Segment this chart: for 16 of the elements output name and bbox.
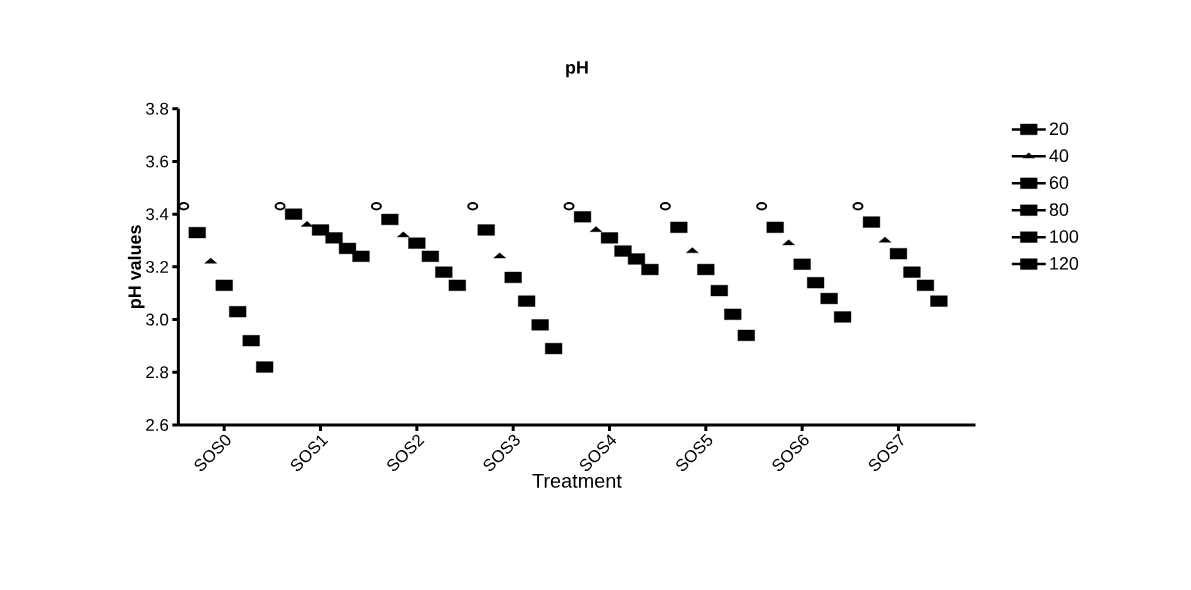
x-axis-title: Treatment <box>532 474 622 488</box>
y-tick-label: 3.2 <box>146 261 169 274</box>
y-axis-title: pH values <box>127 225 145 309</box>
legend-label: 40 <box>1049 149 1069 163</box>
y-tick-label: 3.4 <box>146 208 169 221</box>
y-tick-label: 3.0 <box>146 313 169 326</box>
y-tick-label: 3.6 <box>146 155 169 168</box>
legend-label: 20 <box>1049 122 1069 136</box>
y-tick-label: 2.8 <box>146 366 169 379</box>
y-tick-label: 3.8 <box>146 102 169 115</box>
chart-title: pH <box>566 61 588 78</box>
legend-label: 60 <box>1049 176 1069 190</box>
legend-label: 80 <box>1049 203 1069 217</box>
y-tick-label: 2.6 <box>146 419 169 432</box>
legend-label: 120 <box>1050 257 1079 270</box>
legend-label: 100 <box>1050 230 1079 243</box>
